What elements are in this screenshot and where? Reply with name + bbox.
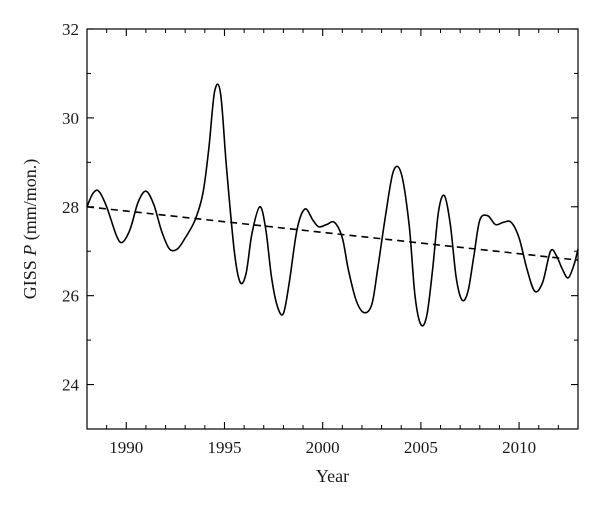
y-tick-label: 26 — [62, 287, 79, 306]
x-axis-ticks: 1990 1995 2000 2005 2010 — [86, 29, 579, 457]
x-tick-label: 2005 — [404, 438, 438, 457]
y-tick-label: 30 — [62, 109, 79, 128]
y-axis-label-variable: P — [20, 245, 40, 257]
x-tick-label: 1990 — [109, 438, 143, 457]
x-axis-label: Year — [316, 466, 349, 486]
y-axis-ticks: 24 26 28 30 32 — [62, 20, 578, 430]
trend-line — [86, 205, 579, 261]
series-layer — [86, 83, 579, 327]
series-line — [86, 83, 579, 327]
y-axis-label: GISS P (mm/mon.) — [20, 159, 41, 300]
x-tick-label: 1995 — [207, 438, 241, 457]
x-tick-label: 2010 — [502, 438, 536, 457]
y-tick-label: 32 — [62, 20, 79, 39]
y-axis-label-prefix: GISS — [20, 256, 40, 300]
y-tick-label: 28 — [62, 198, 79, 217]
y-tick-label: 24 — [62, 376, 80, 395]
y-axis-label-suffix: (mm/mon.) — [20, 159, 41, 245]
plot-area-frame — [86, 28, 579, 430]
x-tick-label: 2000 — [306, 438, 340, 457]
